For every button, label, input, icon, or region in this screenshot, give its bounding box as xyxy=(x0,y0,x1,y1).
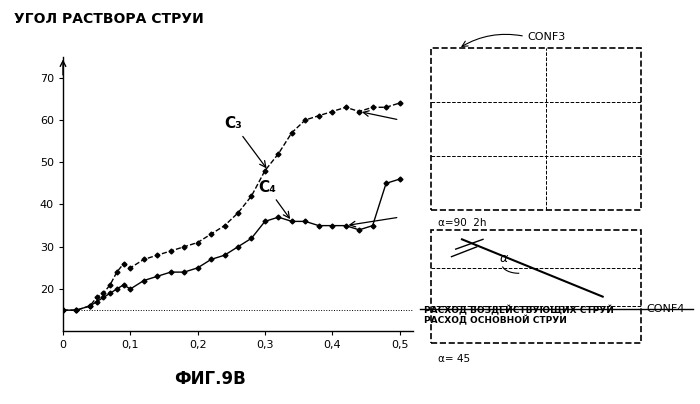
Text: $\alpha$: $\alpha$ xyxy=(499,252,509,265)
Text: CONF3: CONF3 xyxy=(527,32,565,42)
Text: C₃: C₃ xyxy=(225,116,266,167)
Text: УГОЛ РАСТВОРА СТРУИ: УГОЛ РАСТВОРА СТРУИ xyxy=(14,12,204,26)
Text: РАСХОД ОСНОВНОЙ СТРУИ: РАСХОД ОСНОВНОЙ СТРУИ xyxy=(424,315,566,325)
Text: РАСХОД ВОЗДЕЙСТВУЮЩИХ СТРУЙ: РАСХОД ВОЗДЕЙСТВУЮЩИХ СТРУЙ xyxy=(424,305,613,315)
Text: α=90  2h: α=90 2h xyxy=(438,218,486,228)
Text: α= 45: α= 45 xyxy=(438,354,470,364)
Text: ФИГ.9В: ФИГ.9В xyxy=(174,370,246,388)
Text: CONF4: CONF4 xyxy=(646,305,685,314)
Text: C₄: C₄ xyxy=(258,180,289,218)
